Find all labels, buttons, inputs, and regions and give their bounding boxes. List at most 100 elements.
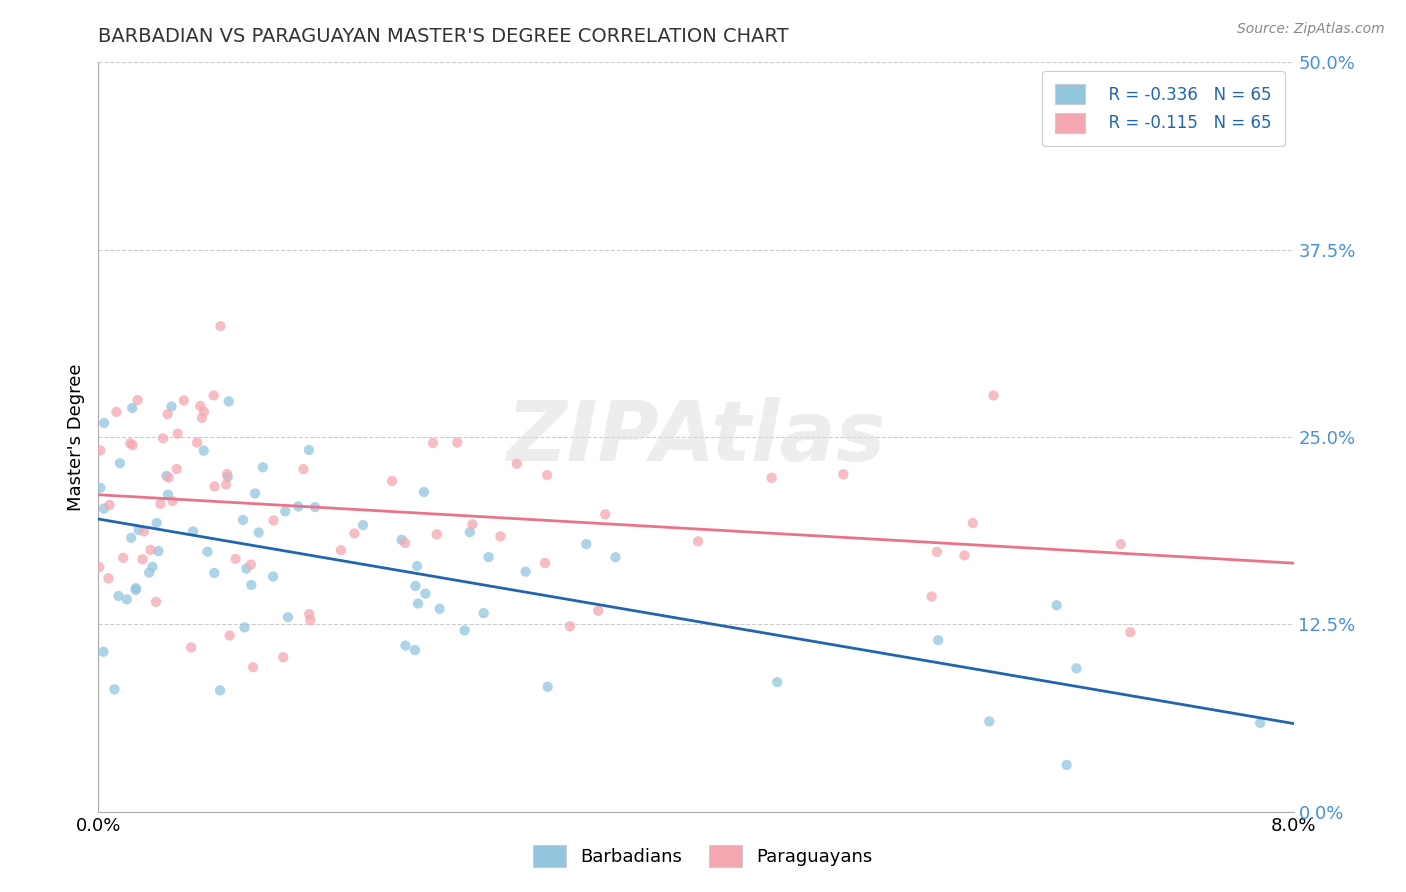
Point bbox=[766, 675, 789, 690]
Point bbox=[404, 643, 426, 657]
Point bbox=[277, 610, 299, 624]
Point bbox=[191, 410, 214, 425]
Point bbox=[240, 578, 263, 592]
Text: ZIPAtlas: ZIPAtlas bbox=[506, 397, 886, 477]
Point bbox=[761, 471, 783, 485]
Point bbox=[688, 534, 710, 549]
Point bbox=[536, 468, 558, 483]
Point bbox=[406, 597, 429, 611]
Point bbox=[98, 498, 121, 512]
Point bbox=[127, 392, 149, 407]
Point bbox=[925, 545, 948, 559]
Point bbox=[89, 481, 111, 495]
Point bbox=[458, 525, 481, 540]
Point bbox=[218, 628, 240, 642]
Point bbox=[413, 485, 436, 500]
Point bbox=[166, 426, 188, 441]
Point bbox=[141, 559, 163, 574]
Point bbox=[243, 486, 266, 500]
Point bbox=[132, 524, 155, 539]
Point bbox=[148, 544, 170, 558]
Point bbox=[162, 494, 184, 508]
Point bbox=[247, 525, 270, 540]
Point bbox=[593, 508, 616, 522]
Point bbox=[217, 470, 239, 484]
Point bbox=[1119, 625, 1142, 640]
Point bbox=[139, 542, 162, 557]
Legend: Barbadians, Paraguayans: Barbadians, Paraguayans bbox=[526, 838, 880, 874]
Point bbox=[97, 571, 120, 585]
Point bbox=[209, 319, 232, 334]
Point bbox=[215, 467, 238, 481]
Point bbox=[138, 566, 160, 580]
Point bbox=[489, 529, 512, 543]
Point bbox=[287, 500, 309, 514]
Point bbox=[149, 497, 172, 511]
Point bbox=[105, 405, 128, 419]
Point bbox=[472, 606, 495, 620]
Point bbox=[181, 524, 204, 539]
Point bbox=[160, 400, 183, 414]
Point bbox=[252, 460, 274, 475]
Point bbox=[93, 645, 115, 659]
Point bbox=[979, 714, 1001, 729]
Point bbox=[186, 435, 208, 450]
Text: BARBADIAN VS PARAGUAYAN MASTER'S DEGREE CORRELATION CHART: BARBADIAN VS PARAGUAYAN MASTER'S DEGREE … bbox=[98, 27, 789, 45]
Point bbox=[1066, 661, 1088, 675]
Point bbox=[115, 592, 138, 607]
Point bbox=[271, 650, 294, 665]
Point bbox=[329, 543, 352, 558]
Point bbox=[145, 595, 167, 609]
Point bbox=[558, 619, 581, 633]
Point bbox=[394, 536, 416, 550]
Y-axis label: Master's Degree: Master's Degree bbox=[66, 363, 84, 511]
Legend:   R = -0.336   N = 65,   R = -0.115   N = 65: R = -0.336 N = 65, R = -0.115 N = 65 bbox=[1042, 70, 1285, 146]
Point bbox=[156, 407, 179, 421]
Point bbox=[962, 516, 984, 530]
Point bbox=[1249, 715, 1271, 730]
Point bbox=[108, 456, 131, 470]
Point bbox=[107, 589, 129, 603]
Point bbox=[202, 566, 225, 580]
Point bbox=[180, 640, 202, 655]
Point bbox=[304, 500, 326, 514]
Point bbox=[404, 579, 426, 593]
Point bbox=[202, 388, 225, 402]
Point bbox=[173, 393, 195, 408]
Point bbox=[93, 416, 115, 430]
Point bbox=[422, 436, 444, 450]
Point bbox=[406, 559, 429, 574]
Point bbox=[927, 633, 949, 648]
Point bbox=[537, 680, 560, 694]
Point bbox=[953, 549, 976, 563]
Point bbox=[188, 399, 211, 413]
Point bbox=[193, 405, 215, 419]
Point bbox=[215, 477, 238, 491]
Point bbox=[534, 556, 557, 570]
Point bbox=[461, 517, 484, 532]
Point bbox=[299, 613, 322, 627]
Point bbox=[298, 607, 321, 621]
Point bbox=[394, 639, 416, 653]
Point bbox=[225, 551, 247, 566]
Point bbox=[112, 550, 135, 565]
Point bbox=[274, 504, 297, 518]
Point bbox=[218, 394, 240, 409]
Point bbox=[515, 565, 537, 579]
Point bbox=[120, 531, 142, 545]
Point bbox=[120, 436, 142, 450]
Point bbox=[239, 558, 262, 572]
Point bbox=[208, 683, 231, 698]
Point bbox=[155, 468, 177, 483]
Point bbox=[128, 523, 150, 537]
Point bbox=[477, 550, 499, 565]
Point bbox=[983, 388, 1005, 402]
Point bbox=[1056, 757, 1078, 772]
Point bbox=[233, 620, 256, 634]
Point bbox=[429, 601, 451, 615]
Point bbox=[292, 462, 315, 476]
Point bbox=[204, 479, 226, 493]
Point bbox=[391, 533, 413, 547]
Point bbox=[89, 560, 111, 574]
Point bbox=[262, 569, 284, 583]
